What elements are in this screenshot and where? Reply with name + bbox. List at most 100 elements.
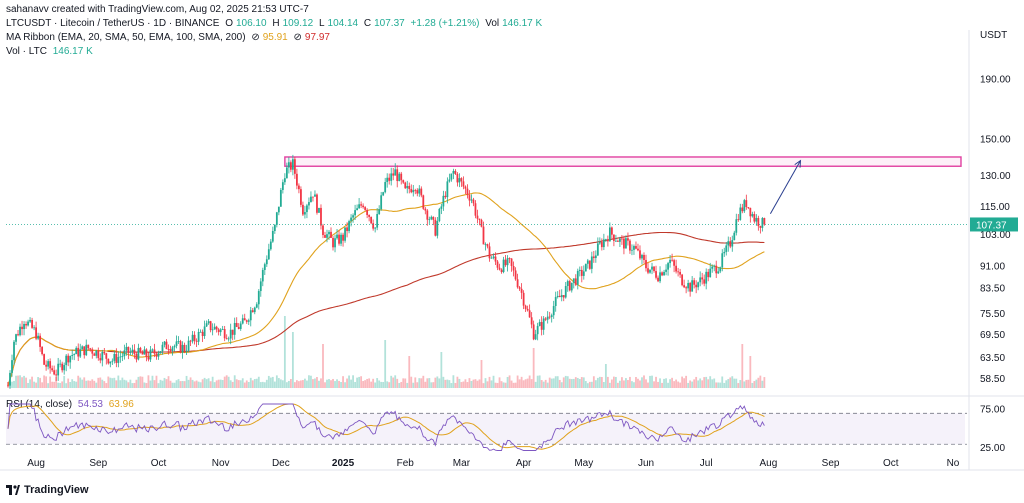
candle-body: [430, 216, 433, 220]
volume-legend-title[interactable]: Vol · LTC: [6, 46, 47, 57]
volume-bar: [504, 382, 507, 388]
volume-bar: [306, 380, 308, 388]
candle-body: [639, 250, 641, 259]
volume-bar: [165, 379, 168, 388]
volume-bar: [602, 382, 605, 388]
volume-bar: [386, 381, 389, 388]
candle-body: [185, 350, 188, 352]
volume-bar: [113, 377, 116, 388]
price-tick-label: 103.00: [980, 230, 1011, 241]
volume-bar: [279, 379, 282, 388]
candle-body: [364, 207, 367, 210]
candle-body: [681, 274, 684, 286]
high-label: H: [272, 18, 280, 29]
ma-ribbon-legend[interactable]: MA Ribbon (EMA, 20, SMA, 50, EMA, 100, S…: [6, 32, 333, 43]
volume-bar: [384, 340, 387, 388]
ma-ribbon-title[interactable]: MA Ribbon (EMA, 20, SMA, 50, EMA, 100, S…: [6, 32, 246, 43]
volume-bar: [508, 375, 511, 388]
candle-body: [271, 231, 274, 242]
volume-bar: [586, 383, 589, 388]
rsi-tick-label: 75.00: [980, 404, 1005, 415]
candle-body: [540, 322, 543, 330]
candle-body: [169, 349, 172, 351]
candle-body: [306, 205, 308, 213]
rsi-title[interactable]: RSI (14, close): [6, 399, 73, 410]
candle-body: [121, 356, 124, 357]
candle-body: [631, 249, 633, 251]
candle-body: [53, 370, 56, 375]
candle-body: [71, 355, 74, 356]
rsi-legend[interactable]: RSI (14, close) 54.53 63.96: [6, 399, 137, 410]
candle-body: [229, 329, 232, 339]
candle-body: [191, 334, 194, 342]
candle-body: [514, 270, 517, 280]
volume-legend[interactable]: Vol · LTC 146.17 K: [6, 46, 96, 57]
volume-bar: [584, 381, 587, 388]
candle-body: [133, 349, 136, 354]
candle-body: [47, 361, 50, 367]
volume-bar: [107, 376, 110, 388]
candle-body: [590, 256, 593, 269]
candle-body: [500, 269, 503, 273]
candle-body: [596, 243, 599, 256]
candle-body: [83, 346, 86, 356]
symbol-legend[interactable]: LTCUSDT · Litecoin / TetherUS · 1D · BIN…: [6, 18, 545, 29]
candle-body: [647, 268, 649, 273]
candle-body: [761, 218, 764, 228]
volume-bar: [492, 375, 495, 388]
candle-body: [81, 346, 84, 350]
volume-bar: [65, 383, 68, 388]
volume-bar: [392, 377, 395, 388]
volume-bar: [155, 375, 158, 388]
volume-bar: [450, 383, 453, 388]
candle-body: [594, 255, 597, 259]
candle-body: [420, 188, 423, 196]
volume-bar: [707, 379, 710, 388]
candle-body: [237, 326, 240, 329]
candle-body: [665, 269, 667, 272]
volume-bar: [11, 381, 13, 388]
volume-bar: [488, 376, 491, 388]
volume-bar: [265, 379, 268, 388]
candle-body: [667, 263, 669, 270]
candle-body: [123, 350, 126, 357]
candle-body: [67, 355, 70, 363]
time-axis-label: Aug: [27, 458, 45, 469]
candle-body: [103, 352, 106, 354]
candle-body: [619, 238, 621, 242]
volume-bar: [440, 352, 443, 388]
volume-bar: [564, 375, 567, 388]
candle-body: [265, 259, 268, 265]
candle-body: [651, 266, 653, 270]
volume-bar: [338, 380, 340, 388]
candle-body: [699, 277, 702, 283]
volume-bar: [231, 381, 234, 388]
volume-bar: [478, 379, 481, 388]
volume-bar: [394, 375, 397, 388]
symbol-title[interactable]: LTCUSDT · Litecoin / TetherUS · 1D · BIN…: [6, 18, 220, 29]
volume-bar: [534, 381, 537, 388]
candle-body: [661, 272, 663, 276]
time-axis-label: May: [574, 458, 593, 469]
candle-body: [350, 217, 352, 222]
volume-bar: [159, 379, 162, 388]
volume-bar: [562, 377, 565, 388]
candle-body: [398, 173, 401, 182]
volume-bar: [153, 380, 156, 388]
candle-body: [410, 189, 413, 193]
volume-bar: [382, 382, 385, 388]
volume-bar: [366, 378, 369, 388]
candle-body: [586, 260, 589, 264]
candle-body: [348, 221, 350, 232]
candle-body: [388, 177, 391, 181]
candle-body: [655, 271, 657, 278]
volume-bar: [111, 378, 114, 388]
candle-body: [247, 320, 250, 322]
candle-body: [572, 278, 575, 283]
volume-bar: [751, 382, 754, 388]
candle-body: [685, 287, 688, 289]
candle-body: [115, 353, 118, 363]
ma-value-1: 95.91: [262, 32, 288, 43]
price-tick-label: 115.00: [980, 202, 1010, 213]
